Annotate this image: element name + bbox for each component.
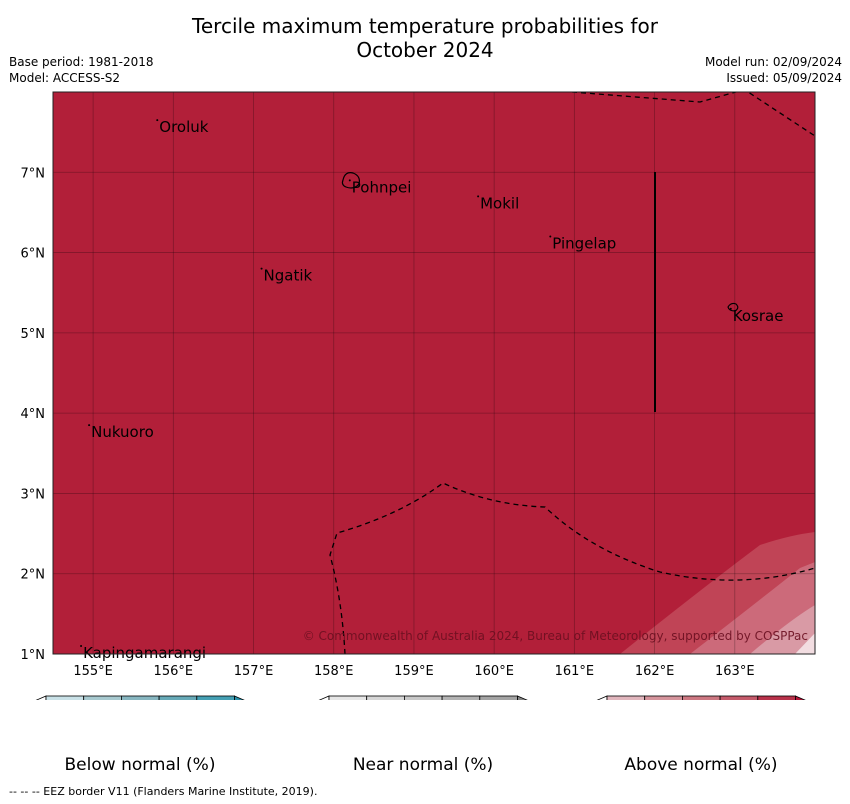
meta-right: Model run: 02/09/2024 Issued: 05/09/2024 xyxy=(705,54,842,86)
model-name: Model: ACCESS-S2 xyxy=(9,71,121,85)
lat-tick-label: 3°N xyxy=(21,487,46,502)
legend-near-high-extend xyxy=(517,695,528,700)
place-label: Oroluk xyxy=(159,118,208,136)
kosrae-outline xyxy=(727,302,739,312)
place-label: Nukuoro xyxy=(91,423,154,441)
map-title: Tercile maximum temperature probabilitie… xyxy=(0,14,850,62)
legend-near-swatch xyxy=(328,695,368,700)
model-run: Model run: 02/09/2024 xyxy=(704,55,842,69)
legend-near-swatch xyxy=(403,695,443,700)
legend-below-swatch xyxy=(45,695,85,700)
place-marker xyxy=(80,644,83,647)
lon-tick-label: 156°E xyxy=(154,664,194,679)
pohnpei-outline xyxy=(341,172,360,189)
legend-above-swatch xyxy=(606,695,646,700)
latitude-axis: 7°N 6°N 5°N 4°N 3°N 2°N 1°N xyxy=(21,166,46,663)
lon-tick-label: 158°E xyxy=(314,664,354,679)
legend-below-swatch xyxy=(121,695,160,700)
lat-tick-label: 5°N xyxy=(21,327,46,342)
place-label: Ngatik xyxy=(264,267,313,285)
legend-below-swatch xyxy=(196,695,235,700)
legend-below-swatch xyxy=(83,695,122,700)
place-marker xyxy=(549,235,552,238)
eez-border-northeast xyxy=(746,92,815,137)
lon-tick-label: 157°E xyxy=(234,664,274,679)
lat-tick-label: 2°N xyxy=(21,568,46,583)
issued-date: Issued: 05/09/2024 xyxy=(726,71,842,85)
legend-near-swatch xyxy=(366,695,405,700)
map: Oroluk Pohnpei Mokil Pingelap Ngatik Kosrae Nu… xyxy=(21,91,816,700)
lon-tick-label: 159°E xyxy=(394,664,434,679)
lat-tick-label: 7°N xyxy=(21,166,46,181)
legend-near-low-extend xyxy=(318,695,330,700)
map-frame xyxy=(52,91,816,655)
place-label: Kapingamarangi xyxy=(83,644,206,662)
base-period: Base period: 1981-2018 xyxy=(9,55,154,69)
legend-below-low-extend xyxy=(35,695,47,700)
meta-left: Base period: 1981-2018 Model: ACCESS-S2 xyxy=(9,54,154,86)
place-marker xyxy=(260,267,263,270)
lat-tick-label: 6°N xyxy=(21,247,46,262)
legend-near-title: Near normal (%) xyxy=(352,755,494,775)
lon-tick-label: 163°E xyxy=(715,664,755,679)
lat-tick-label: 4°N xyxy=(21,407,46,422)
probability-fill xyxy=(53,92,815,654)
legend-near-swatch xyxy=(441,695,481,700)
lat-tick-label: 1°N xyxy=(21,648,46,663)
legend-above-swatch xyxy=(644,695,683,700)
place-labels: Oroluk Pohnpei Mokil Pingelap Ngatik Kosrae Nu… xyxy=(80,118,783,662)
place-marker xyxy=(477,195,480,198)
graticule xyxy=(53,92,815,654)
lon-tick-label: 162°E xyxy=(635,664,675,679)
place-marker xyxy=(88,424,91,427)
place-label: Pohnpei xyxy=(352,178,412,196)
place-marker xyxy=(348,179,351,182)
lon-tick-label: 155°E xyxy=(73,664,113,679)
place-marker xyxy=(729,307,732,310)
lon-tick-label: 161°E xyxy=(555,664,595,679)
legend-above-swatch xyxy=(719,695,759,700)
legend-below-title: Below normal (%) xyxy=(64,755,216,775)
legend-below-high-extend xyxy=(234,695,245,700)
legend-above-swatch xyxy=(757,695,796,700)
place-label: Pingelap xyxy=(552,235,616,253)
eez-border-north xyxy=(571,92,739,103)
copyright: © Commonwealth of Australia 2024, Bureau… xyxy=(303,629,808,643)
place-marker xyxy=(156,119,159,122)
map-title-line2: October 2024 xyxy=(356,38,494,62)
longitude-axis: 155°E 156°E 157°E 158°E 159°E 160°E 161°E 162°E… xyxy=(73,664,754,679)
legend-above-high-extend xyxy=(795,695,806,700)
lon-tick-label: 160°E xyxy=(474,664,514,679)
legend-below-swatch xyxy=(158,695,198,700)
band-40-50 xyxy=(795,633,815,654)
map-title-line1: Tercile maximum temperature probabilitie… xyxy=(192,14,658,38)
legend-above-low-extend xyxy=(596,695,608,700)
band-50-60 xyxy=(750,605,815,654)
legend-near-swatch xyxy=(479,695,518,700)
legend: 405060708090405060708090405060708090 xyxy=(35,695,806,700)
eez-borders xyxy=(329,92,815,654)
place-label: Mokil xyxy=(480,194,519,212)
lower-probability-bands xyxy=(620,532,815,654)
legend-above-swatch xyxy=(682,695,721,700)
eez-footnote: -- -- -- EEZ border V11 (Flanders Marine… xyxy=(9,785,318,798)
place-label: Kosrae xyxy=(733,307,784,325)
legend-above-title: Above normal (%) xyxy=(624,755,778,775)
